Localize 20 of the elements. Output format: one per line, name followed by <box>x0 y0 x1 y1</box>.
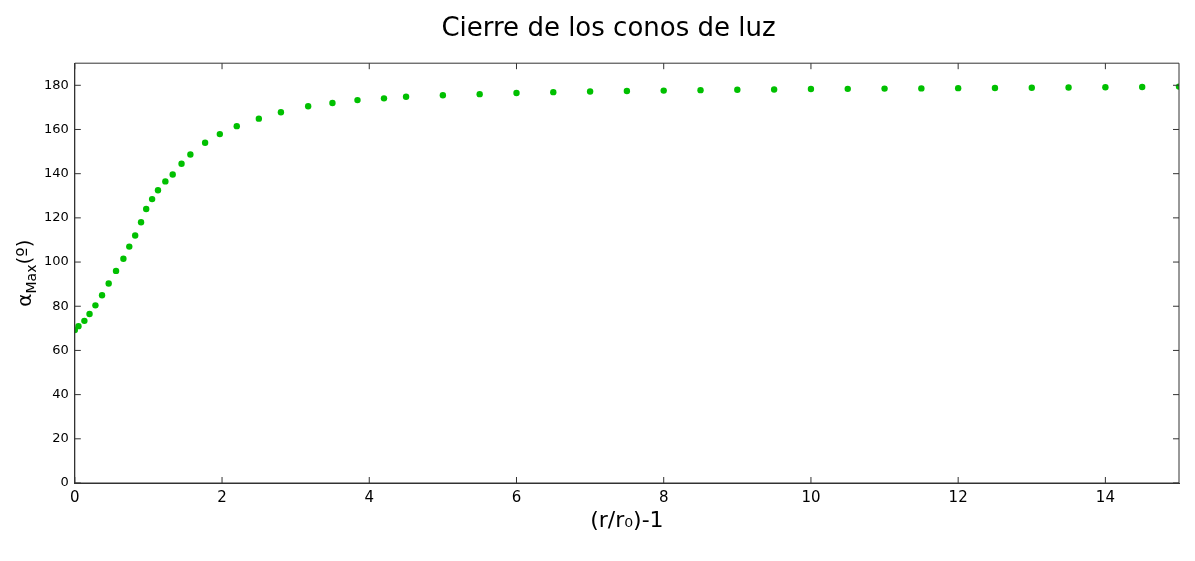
x-tick-label: 6 <box>511 487 522 506</box>
y-tick-label: 40 <box>52 386 69 401</box>
x-tick-label: 2 <box>217 487 227 506</box>
x-tick-label: 4 <box>364 487 375 506</box>
x-tick-label: 14 <box>1095 487 1115 506</box>
x-tick-label: 8 <box>658 487 669 506</box>
y-tick-label: 0 <box>60 474 69 490</box>
y-tick-label: 160 <box>43 120 69 136</box>
y-tick-label: 20 <box>52 430 69 446</box>
x-axis-title: (r/r₀)-1 <box>590 506 664 532</box>
y-tick-label: 180 <box>43 76 69 92</box>
y-tick-label: 140 <box>43 165 69 181</box>
x-tick-label: 12 <box>948 487 968 506</box>
y-tick-label: 120 <box>43 209 69 225</box>
y-tick-label: 80 <box>52 297 69 313</box>
y-tick-label: 60 <box>52 341 69 357</box>
chart-title: Cierre de los conos de luz <box>441 12 776 43</box>
x-tick-label: 10 <box>801 487 821 506</box>
y-tick-label: 100 <box>43 253 69 269</box>
y-axis-title: αMax(º) <box>12 239 39 307</box>
